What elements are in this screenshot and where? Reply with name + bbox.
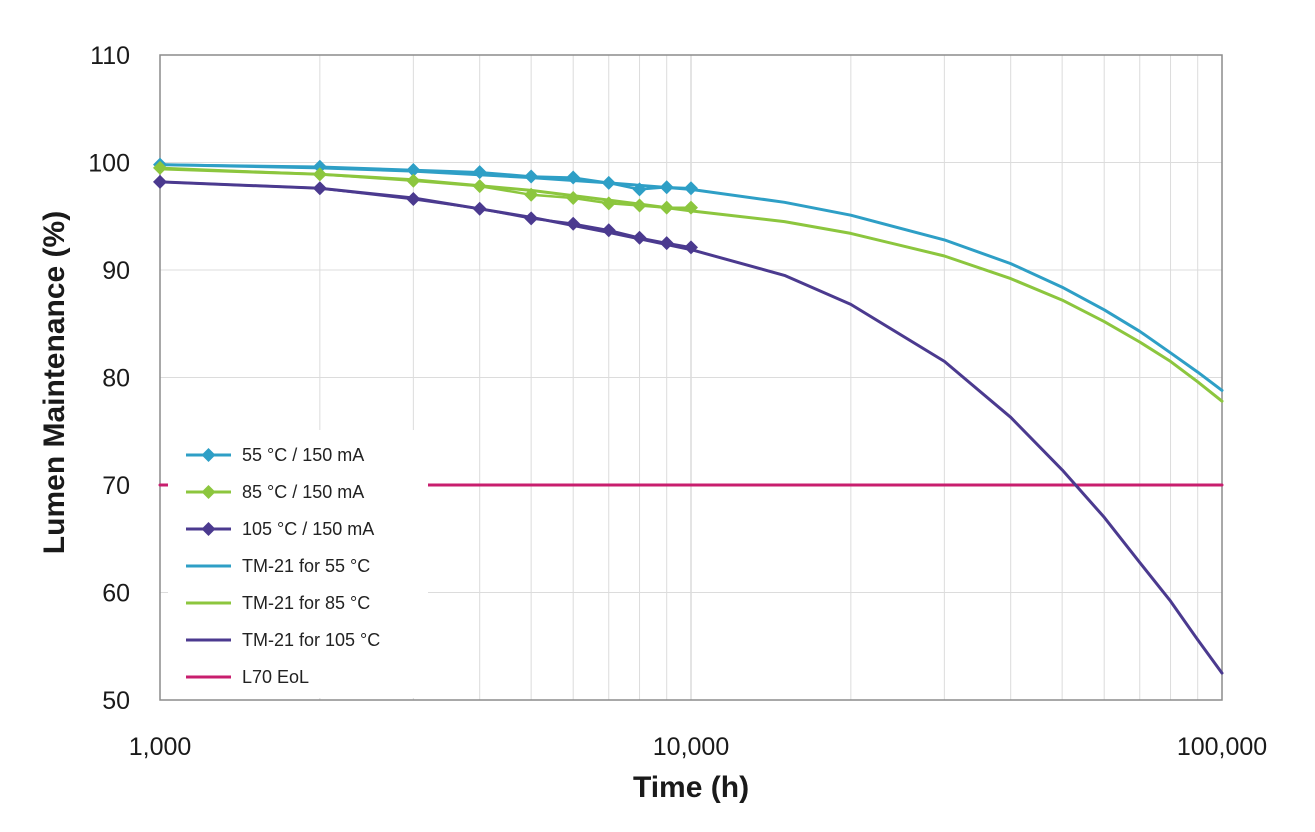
data-point-85-c-150-ma [659,200,674,215]
legend: 55 °C / 150 mA 85 °C / 150 mA 105 °C / 150… [168,430,428,698]
legend-label-85-c-150-ma: 85 °C / 150 mA [242,482,364,502]
data-point-55-c-150-ma [659,180,674,195]
data-point-85-c-150-ma [684,200,698,215]
data-point-85-c-150-ma [472,179,487,194]
data-point-85-c-150-ma [632,198,647,213]
data-point-105-c-150-ma [406,192,421,207]
series-markers [153,157,698,255]
data-point-105-c-150-ma [524,211,539,226]
legend-label-tm-21-for-85-c: TM-21 for 85 °C [242,593,370,613]
legend-label-tm-21-for-105-c: TM-21 for 105 °C [242,630,380,650]
legend-label-tm-21-for-55-c: TM-21 for 55 °C [242,556,370,576]
data-point-55-c-150-ma [566,170,581,185]
legend-marker-55-c-150-ma [201,448,216,462]
x-tick-label: 1,000 [129,733,192,761]
series-line-105-c-150-ma [158,180,693,249]
data-point-55-c-150-ma [472,165,487,180]
series-line-85-c-150-ma [158,166,693,209]
legend-label-105-c-150-ma: 105 °C / 150 mA [242,519,374,539]
data-point-85-c-150-ma [153,160,167,175]
y-tick-label: 110 [90,42,130,70]
data-point-105-c-150-ma [601,223,616,238]
series-lines [158,163,1224,675]
legend-label-l70-eol: L70 EoL [242,667,309,687]
y-tick-label: 80 [102,365,130,393]
y-tick-label: 100 [88,150,130,178]
legend-marker-85-c-150-ma [201,485,216,499]
x-axis-ticks: 1,000 10,000 100,000 [129,733,1267,761]
data-point-55-c-150-ma [406,163,421,178]
y-tick-label: 70 [102,472,130,500]
legend-background [168,430,428,698]
y-tick-label: 50 [102,687,130,715]
data-point-105-c-150-ma [632,230,647,245]
legend-marker-105-c-150-ma [201,522,216,536]
data-point-105-c-150-ma [659,236,674,251]
data-point-55-c-150-ma [684,181,698,196]
x-tick-label: 10,000 [653,733,729,761]
legend-label-55-c-150-ma: 55 °C / 150 mA [242,445,364,465]
data-point-85-c-150-ma [312,167,327,182]
data-point-105-c-150-ma [566,216,581,231]
series-line-55-c-150-ma [158,163,693,191]
data-point-85-c-150-ma [566,190,581,205]
y-axis-title: Lumen Maintenance (%) [38,211,71,554]
data-point-105-c-150-ma [472,201,487,216]
data-point-85-c-150-ma [406,173,421,188]
y-tick-label: 90 [102,257,130,285]
data-point-55-c-150-ma [632,182,647,197]
x-tick-label: 100,000 [1177,733,1267,761]
data-point-105-c-150-ma [312,181,327,196]
y-tick-label: 60 [102,580,130,608]
series-line-tm-21-for-55-c [158,163,1224,392]
y-axis-ticks: 50 60 70 80 90 100 110 [88,42,130,715]
data-point-55-c-150-ma [524,169,539,184]
data-point-55-c-150-ma [312,159,327,174]
x-axis-title: Time (h) [633,771,749,804]
data-point-55-c-150-ma [601,175,616,190]
data-point-105-c-150-ma [684,240,698,255]
plot-area-frame [159,54,1223,701]
data-point-105-c-150-ma [153,174,167,189]
data-point-85-c-150-ma [601,196,616,211]
data-point-85-c-150-ma [524,187,539,202]
